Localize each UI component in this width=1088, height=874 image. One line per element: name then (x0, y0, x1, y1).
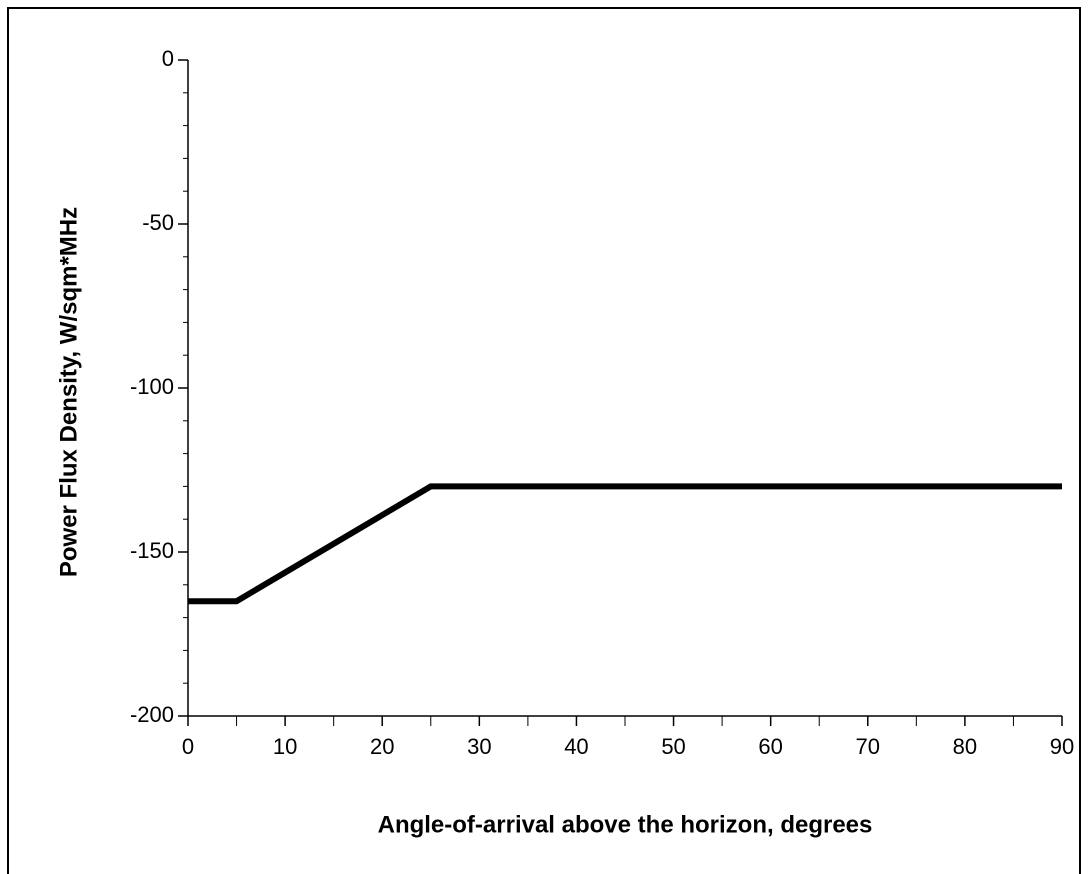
x-tick-label: 70 (856, 734, 880, 759)
data-line (188, 483, 1062, 605)
x-tick-label: 60 (758, 734, 782, 759)
x-tick-label: 90 (1050, 734, 1074, 759)
x-tick-label: 50 (661, 734, 685, 759)
x-tick-label: 20 (370, 734, 394, 759)
x-tick-label: 80 (953, 734, 977, 759)
y-tick-label: -150 (130, 538, 174, 563)
x-tick-label: 40 (564, 734, 588, 759)
y-tick-label: -50 (142, 210, 174, 235)
y-tick-label: -200 (130, 702, 174, 727)
x-tick-label: 0 (182, 734, 194, 759)
y-tick-label: -100 (130, 374, 174, 399)
x-tick-label: 10 (273, 734, 297, 759)
y-axis-title: Power Flux Density, W/sqm*MHz (55, 207, 82, 577)
y-tick-label: 0 (162, 46, 174, 71)
chart-border (7, 7, 1081, 874)
x-tick-label: 30 (467, 734, 491, 759)
x-axis-title: Angle-of-arrival above the horizon, degr… (378, 811, 873, 838)
